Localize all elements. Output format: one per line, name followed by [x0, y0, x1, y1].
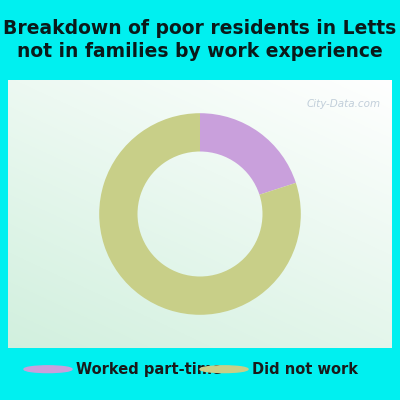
Text: City-Data.com: City-Data.com [306, 99, 380, 109]
Text: Worked part-time: Worked part-time [76, 362, 222, 377]
Text: Did not work: Did not work [252, 362, 358, 377]
Wedge shape [99, 113, 301, 315]
Wedge shape [200, 113, 296, 195]
Circle shape [24, 366, 72, 372]
Circle shape [200, 366, 248, 372]
Text: Breakdown of poor residents in Letts
not in families by work experience: Breakdown of poor residents in Letts not… [3, 19, 397, 61]
